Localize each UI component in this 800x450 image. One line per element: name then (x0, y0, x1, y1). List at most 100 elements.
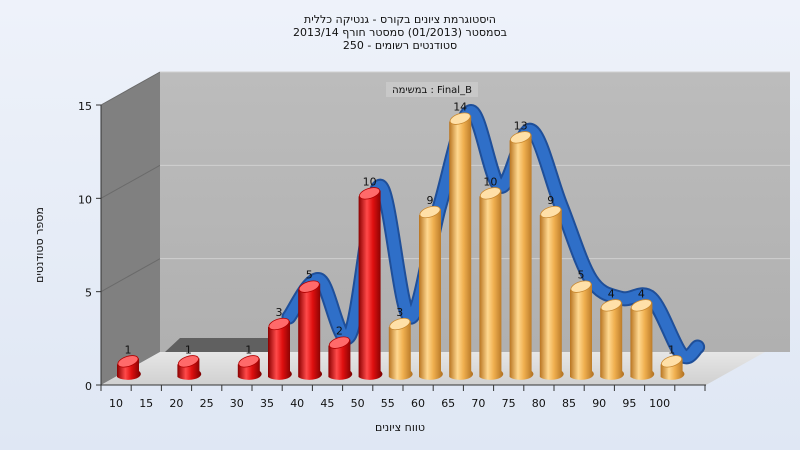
x-tick-label-65: 65 (441, 397, 455, 410)
bar-top-85 (570, 280, 592, 293)
value-label-65: 14 (453, 101, 467, 114)
bar-top-80 (540, 205, 562, 219)
bar-top-20 (177, 355, 199, 368)
value-label-60: 9 (427, 194, 434, 207)
bar-top-60 (419, 205, 441, 219)
value-label-100: 1 (668, 343, 675, 356)
bar-body-45 (328, 339, 353, 380)
bar-body-65 (449, 115, 474, 380)
bar-body-90 (600, 302, 625, 380)
bar-100 (660, 355, 685, 380)
x-tick-label-55: 55 (381, 397, 395, 410)
bar-50 (358, 187, 383, 380)
y-tick-label-15: 15 (78, 100, 92, 113)
title-line-1: היסטוגרמת ציונים בקורס - גנטיקה כללית (304, 13, 496, 26)
x-tick-label-90: 90 (592, 397, 606, 410)
bar-90 (600, 299, 625, 380)
chart-title: היסטוגרמת ציונים בקורס - גנטיקה כללית בס… (293, 13, 507, 52)
bar-60 (419, 205, 443, 380)
bar-95 (630, 299, 655, 380)
bar-65 (449, 112, 474, 380)
bar-top-75 (510, 131, 532, 144)
bar-body-75 (509, 134, 534, 380)
x-tick-label-60: 60 (411, 397, 425, 410)
x-tick-label-35: 35 (260, 397, 274, 410)
bar-body-80 (539, 209, 564, 380)
value-label-45: 2 (336, 325, 343, 338)
value-label-75: 13 (514, 119, 528, 132)
bar-top-45 (328, 336, 350, 349)
x-tick-label-45: 45 (320, 397, 334, 410)
y-tick-label-0: 0 (85, 380, 92, 393)
bar-body-50 (358, 190, 383, 380)
title-line-2: בסמסטר (01/2013) סמסטר חורף 2013/14 (293, 26, 507, 39)
bar-body-85 (570, 283, 594, 380)
x-tick-label-80: 80 (532, 397, 546, 410)
grid-lines (100, 71, 790, 293)
x-tick-label-40: 40 (290, 397, 304, 410)
side-wall (101, 72, 160, 385)
grid-line-side (100, 164, 161, 199)
bar-45 (328, 336, 353, 380)
bar-top-40 (298, 280, 320, 293)
bar-20 (177, 355, 202, 380)
bar-top-100 (661, 355, 683, 368)
bar-80 (539, 205, 564, 380)
bars (117, 112, 685, 380)
x-tick-label-95: 95 (622, 397, 636, 410)
value-label-40: 5 (306, 269, 313, 282)
bar-top-90 (600, 299, 622, 312)
value-label-20: 1 (185, 343, 192, 356)
x-tick-label-30: 30 (230, 397, 244, 410)
bar-top-55 (389, 317, 411, 331)
value-label-50: 10 (363, 175, 377, 188)
bar-body-70 (479, 190, 504, 380)
x-axis-ticks: 10 15 20 25 30 35 40 45 50 55 60 65 70 75 80 85 90 95 100 (100, 385, 706, 410)
x-tick-label-70: 70 (471, 397, 485, 410)
bar-top-50 (359, 187, 381, 200)
y-tick-label-10: 10 (78, 193, 92, 206)
grid-line-side (100, 71, 161, 106)
bar-top-95 (630, 299, 652, 312)
bar-body-55 (388, 321, 413, 380)
value-label-55: 3 (396, 306, 403, 319)
x-tick-label-50: 50 (351, 397, 365, 410)
value-label-90: 4 (608, 287, 615, 300)
x-tick-label-100: 100 (649, 397, 670, 410)
bar-top-65 (449, 112, 471, 125)
floor-shelf (165, 338, 285, 352)
grid-line-side (100, 258, 161, 293)
bar-top-35 (268, 317, 290, 331)
y-axis-title: מספר סטודנטים (33, 207, 46, 283)
x-axis-title: טווח ציונים (375, 421, 425, 434)
value-label-95: 4 (638, 287, 645, 300)
x-tick-label-25: 25 (200, 397, 214, 410)
x-tick-label-15: 15 (139, 397, 153, 410)
bar-body-60 (419, 209, 443, 380)
x-tick-label-85: 85 (562, 397, 576, 410)
bar-top-70 (479, 187, 501, 200)
x-tick-label-10: 10 (109, 397, 123, 410)
bar-body-40 (298, 283, 323, 380)
annotation-label: במשימה : Final_B (392, 85, 472, 96)
bar-75 (509, 131, 534, 380)
value-label-80: 9 (547, 194, 554, 207)
bar-10 (117, 355, 141, 380)
x-tick-label-20: 20 (169, 397, 183, 410)
value-label-10: 1 (125, 343, 132, 356)
y-axis-ticks: 0 5 10 15 (78, 100, 101, 393)
x-tick-label-75: 75 (502, 397, 516, 410)
bar-35 (268, 317, 292, 380)
value-label-85: 5 (578, 269, 585, 282)
bar-body-35 (268, 321, 292, 380)
y-tick-label-5: 5 (85, 287, 92, 300)
bar-55 (388, 317, 413, 380)
bar-top-30 (238, 355, 260, 368)
bar-70 (479, 187, 504, 380)
title-line-3: סטודנטים רשומים - 250 (343, 39, 457, 52)
value-label-35: 3 (276, 306, 283, 319)
bar-85 (570, 280, 594, 380)
bar-top-10 (117, 355, 139, 368)
